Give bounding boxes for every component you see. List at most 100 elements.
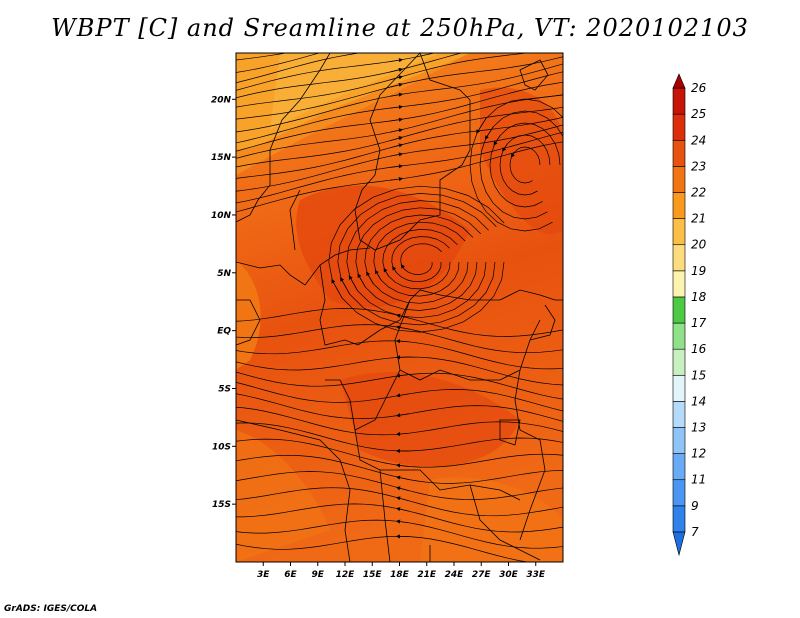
streamline-arrow — [390, 48, 401, 49]
streamline-arrow — [502, 143, 508, 152]
streamline-arrow — [389, 104, 404, 110]
x-tick-label: 6E — [284, 570, 297, 580]
colorbar-label: 20 — [691, 238, 707, 252]
colorbar-label: 25 — [691, 107, 706, 121]
colorbar-label: 16 — [691, 342, 707, 356]
streamline-arrow — [389, 177, 404, 182]
streamline-arrow — [510, 152, 515, 158]
colorbar-label: 26 — [691, 81, 707, 95]
streamline-arrow — [383, 267, 390, 277]
y-tick-label: 5S — [218, 384, 231, 394]
x-tick-label: 24E — [445, 570, 465, 580]
streamline-arrow — [389, 143, 404, 149]
x-tick-label: 12E — [336, 570, 356, 580]
colorbar-box — [672, 244, 686, 272]
colorbar-label: 14 — [691, 394, 706, 408]
x-tick-label: 18E — [390, 570, 410, 580]
colorbar-box — [672, 479, 686, 507]
streamline-arrow — [493, 135, 501, 146]
colorbar-box — [672, 401, 686, 428]
y-tick-label: 20N — [211, 95, 232, 105]
colorbar-min-arrow — [672, 531, 686, 557]
streamline-arrow — [395, 507, 410, 512]
colorbar-box — [672, 505, 686, 533]
streamline-arrow — [395, 496, 410, 502]
colorbar-label: 12 — [691, 447, 706, 461]
colorbar-box — [672, 348, 686, 376]
streamline-arrow — [476, 118, 487, 134]
colorbar-label: 22 — [691, 186, 706, 200]
x-tick-label: 9E — [312, 570, 325, 580]
colorbar-box — [672, 192, 686, 219]
colorbar-box — [672, 374, 686, 402]
streamline-arrow — [395, 463, 410, 468]
colorbar-label: 18 — [691, 290, 707, 304]
x-tick-label: 15E — [363, 570, 383, 580]
colorbar-label: 13 — [691, 421, 706, 435]
streamline-arrow — [374, 269, 382, 281]
colorbar-label: 15 — [691, 368, 706, 382]
y-tick-label: 15N — [211, 153, 232, 163]
colorbar-label: 9 — [691, 499, 699, 513]
chart-title: WBPT [C] and Sreamline at 250hPa, VT: 20… — [51, 14, 749, 42]
colorbar-label: 7 — [691, 525, 699, 539]
colorbar-box — [672, 139, 686, 167]
colorbar-label: 11 — [691, 473, 706, 487]
colorbar-max-arrow — [672, 73, 686, 89]
streamline-arrow — [395, 373, 410, 378]
streamline-arrow — [389, 58, 404, 63]
x-tick-label: 27E — [472, 570, 492, 580]
colorbar-label: 24 — [691, 133, 706, 147]
y-tick-label: EQ — [217, 327, 231, 337]
streamline-arrow — [389, 164, 404, 169]
streamline-arrow — [395, 413, 410, 418]
streamline-arrow — [331, 278, 343, 299]
streamline-arrow — [389, 152, 404, 157]
streamline-arrow — [395, 519, 410, 524]
colorbar-box — [672, 296, 686, 324]
streamline — [236, 53, 288, 61]
streamline-arrow — [390, 24, 401, 27]
streamline-arrow — [400, 264, 405, 270]
streamline-arrow — [340, 277, 351, 295]
streamline-arrow — [389, 92, 404, 97]
y-tick-label: 15S — [212, 500, 231, 510]
streamline-arrow — [395, 339, 410, 344]
streamline-arrow — [366, 271, 374, 284]
streamline-arrow — [357, 273, 366, 288]
streamlines — [236, 24, 563, 562]
streamline-arrow — [395, 393, 410, 398]
colorbar-label: 21 — [691, 212, 706, 226]
x-axis: 3E 6E 9E 12E 15E 18E 21E 24E 27E 30E 33E — [257, 562, 546, 580]
x-tick-label: 33E — [526, 570, 546, 580]
y-tick-label: 5N — [217, 269, 231, 279]
y-tick-label: 10N — [211, 211, 232, 221]
streamline-arrow — [484, 126, 494, 140]
streamline-arrow — [348, 275, 358, 291]
y-axis: 20N 15N 10N 5N EQ 5S 10S 15S — [211, 95, 236, 510]
streamline-arrow — [395, 431, 410, 437]
colorbar-box — [672, 166, 686, 193]
x-tick-label: 3E — [257, 570, 270, 580]
streamline-arrow — [390, 35, 401, 37]
streamline — [236, 53, 362, 84]
colorbar-label: 23 — [691, 159, 706, 173]
colorbar: 7 9 11 12 13 14 15 16 17 18 19 20 21 22 23 24 25 26 — [672, 73, 707, 557]
streamline-arrow — [389, 136, 404, 141]
colorbar-box — [672, 322, 686, 350]
x-tick-label: 30E — [499, 570, 519, 580]
colorbar-box — [672, 453, 686, 481]
streamline-arrow — [392, 265, 397, 273]
streamline-arrow — [389, 82, 404, 88]
streamline-arrow — [395, 475, 410, 480]
colorbar-box — [672, 427, 686, 454]
streamline-arrow — [389, 67, 404, 73]
streamline-arrow — [389, 128, 404, 133]
colorbar-box — [672, 218, 686, 246]
streamline-arrow — [395, 486, 410, 492]
x-tick-label: 21E — [417, 570, 437, 580]
colorbar-label: 19 — [691, 264, 706, 278]
country-borders — [236, 53, 563, 562]
y-tick-label: 10S — [212, 442, 231, 452]
streamline-arrow — [389, 117, 404, 122]
